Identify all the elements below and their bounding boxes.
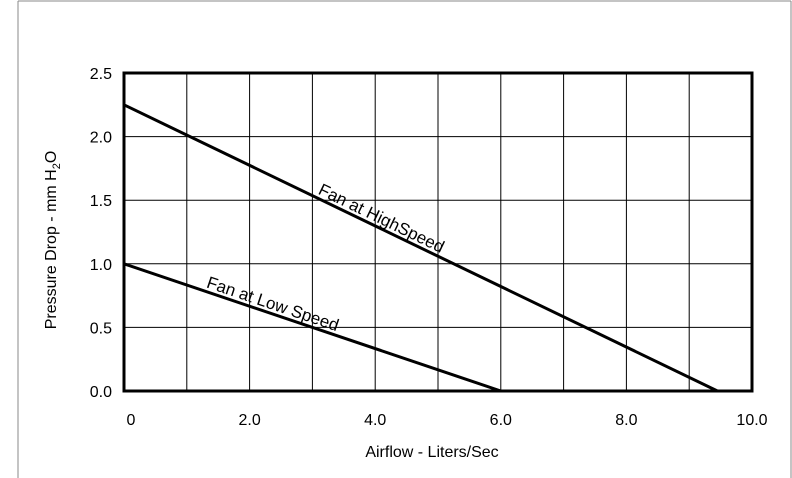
x-tick-label: 0 xyxy=(127,412,136,429)
series-line-high-speed xyxy=(123,103,719,393)
grid-lines xyxy=(124,73,752,391)
series-line-low-speed xyxy=(123,262,502,393)
y-tick-labels: 0.0 0.5 1.0 1.5 2.0 2.5 xyxy=(90,66,112,401)
y-tick-label: 0.0 xyxy=(90,384,112,401)
x-tick-label: 6.0 xyxy=(490,412,512,429)
series-layer xyxy=(123,103,719,393)
series-label-high-speed: Fan at HighSpeed xyxy=(316,180,448,257)
x-tick-label: 10.0 xyxy=(736,412,767,429)
series-label-low-speed: Fan at Low Speed xyxy=(204,273,341,335)
y-axis-title-main: Pressure Drop - mm H xyxy=(43,169,60,329)
y-axis-title: Pressure Drop - mm H2O xyxy=(43,151,63,330)
y-tick-label: 1.0 xyxy=(90,257,112,274)
plot-area-frame xyxy=(122,71,754,393)
y-axis-title-tail: O xyxy=(43,151,60,163)
y-tick-label: 0.5 xyxy=(90,320,112,337)
y-axis-title-subscript: 2 xyxy=(51,163,63,169)
y-tick-label: 1.5 xyxy=(90,193,112,210)
x-tick-label: 2.0 xyxy=(238,412,260,429)
y-tick-label: 2.5 xyxy=(90,66,112,83)
x-axis-title: Airflow - Liters/Sec xyxy=(365,444,498,461)
y-tick-label: 2.0 xyxy=(90,130,112,147)
x-tick-label: 4.0 xyxy=(364,412,386,429)
x-tick-label: 8.0 xyxy=(615,412,637,429)
x-tick-labels: 0 2.0 4.0 6.0 8.0 10.0 xyxy=(127,412,768,429)
